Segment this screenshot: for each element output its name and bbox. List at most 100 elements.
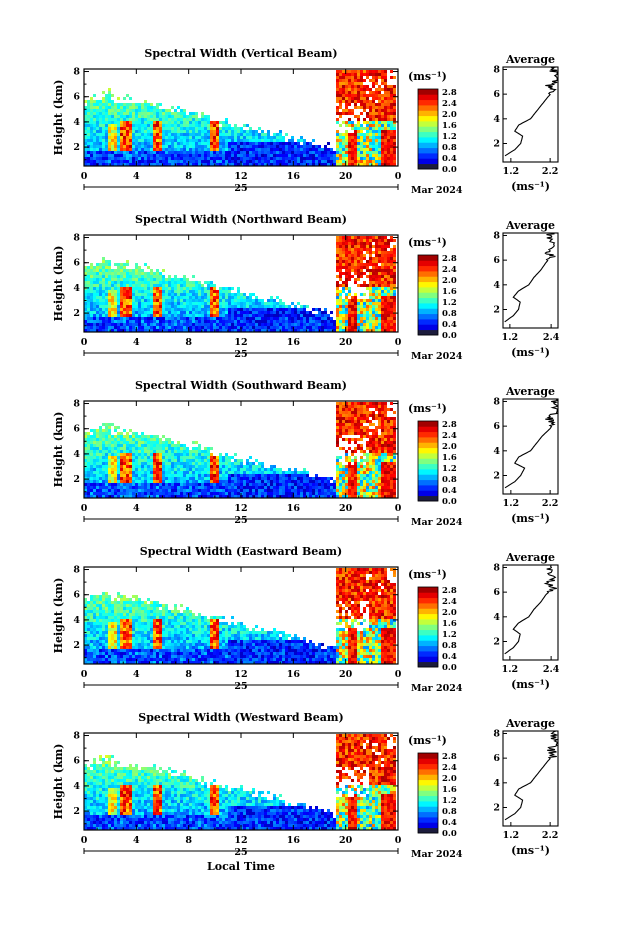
y-tick-label: 8 bbox=[73, 565, 80, 576]
average-y-tick-label: 6 bbox=[493, 255, 500, 266]
x-tick-label: 0 bbox=[395, 835, 402, 846]
average-y-tick-label: 8 bbox=[493, 728, 500, 739]
colorbar-tick-label: 0.0 bbox=[442, 663, 457, 673]
month-label: Mar 2024 bbox=[411, 849, 463, 860]
colorbar-tick-label: 1.2 bbox=[442, 132, 457, 142]
colorbar-segment bbox=[418, 131, 438, 138]
average-x-tick-label: 1.2 bbox=[502, 332, 519, 343]
average-x-tick-label: 2.4 bbox=[543, 664, 560, 675]
colorbar-segment bbox=[418, 790, 438, 797]
colorbar-tick-label: 2.0 bbox=[442, 774, 457, 784]
day-label: 25 bbox=[234, 183, 247, 194]
month-label: Mar 2024 bbox=[411, 683, 463, 694]
average-profile-line bbox=[504, 398, 559, 489]
x-tick-label: 4 bbox=[133, 337, 140, 348]
average-frame bbox=[502, 232, 559, 329]
colorbar-segment bbox=[418, 110, 438, 117]
colorbar-tick-label: 2.0 bbox=[442, 110, 457, 120]
colorbar-segment bbox=[418, 827, 438, 834]
colorbar: (ms⁻¹) 0.00.40.81.21.62.02.42.8 bbox=[408, 402, 457, 507]
average-profile-line bbox=[504, 730, 559, 821]
colorbar-segment bbox=[418, 774, 438, 781]
average-x-tick-label: 1.2 bbox=[503, 498, 520, 509]
colorbar-segment bbox=[418, 795, 438, 802]
colorbar-segment bbox=[418, 158, 438, 165]
colorbar-segment bbox=[418, 329, 438, 336]
colorbar-segment bbox=[418, 276, 438, 283]
colorbar-tick-label: 2.4 bbox=[442, 431, 457, 441]
y-tick-label: 2 bbox=[73, 806, 80, 817]
colorbar-segment bbox=[418, 822, 438, 829]
colorbar-segment bbox=[418, 287, 438, 293]
colorbar-segment bbox=[418, 297, 438, 304]
colorbar-segment bbox=[418, 324, 438, 331]
average-profile-line bbox=[504, 66, 558, 157]
colorbar-segment bbox=[418, 94, 438, 101]
colorbar-segment bbox=[418, 426, 438, 433]
colorbar-segment bbox=[418, 629, 438, 636]
x-tick-label: 12 bbox=[234, 337, 247, 348]
colorbar-segment bbox=[418, 619, 438, 625]
y-tick-label: 6 bbox=[73, 424, 80, 435]
colorbar-segment bbox=[418, 469, 438, 475]
colorbar-frame bbox=[417, 752, 439, 834]
colorbar-segment bbox=[418, 758, 438, 765]
colorbar-segment bbox=[418, 153, 438, 159]
colorbar-segment bbox=[418, 421, 438, 427]
colorbar-tick-label: 0.4 bbox=[442, 320, 457, 330]
colorbar-segment bbox=[418, 458, 438, 465]
average-y-tick-label: 2 bbox=[493, 802, 500, 813]
x-tick-label: 20 bbox=[339, 171, 353, 182]
colorbar-tick-label: 2.8 bbox=[442, 752, 457, 762]
colorbar-tick-label: 1.6 bbox=[442, 619, 457, 629]
average-title: Average bbox=[505, 551, 555, 564]
average-profile-line bbox=[504, 564, 557, 655]
panel-title: Spectral Width (Vertical Beam) bbox=[144, 47, 337, 60]
average-title: Average bbox=[505, 53, 555, 66]
colorbar-segment bbox=[418, 763, 438, 770]
colorbar-tick-label: 2.8 bbox=[442, 88, 457, 98]
colorbar-segment bbox=[418, 463, 438, 470]
average-y-tick-label: 8 bbox=[493, 396, 500, 407]
average-y-tick-label: 8 bbox=[493, 64, 500, 75]
colorbar-segment bbox=[418, 115, 438, 122]
colorbar: (ms⁻¹) 0.00.40.81.21.62.02.42.8 bbox=[408, 70, 457, 175]
average-x-tick-label: 2.2 bbox=[542, 498, 559, 509]
colorbar-segment bbox=[418, 147, 438, 154]
day-label: 25 bbox=[234, 349, 247, 360]
colorbar-tick-label: 0.4 bbox=[442, 652, 457, 662]
average-profile-line bbox=[504, 232, 556, 323]
colorbar-segment bbox=[418, 260, 438, 267]
month-label: Mar 2024 bbox=[411, 351, 463, 362]
colorbar-segment bbox=[418, 292, 438, 299]
colorbar-unit: (ms⁻¹) bbox=[408, 734, 447, 747]
colorbar-segment bbox=[418, 255, 438, 261]
colorbar-segment bbox=[418, 651, 438, 657]
y-axis-label: Height (km) bbox=[52, 246, 65, 322]
colorbar-segment bbox=[418, 303, 438, 309]
colorbar-segment bbox=[418, 603, 438, 609]
y-tick-label: 8 bbox=[73, 731, 80, 742]
colorbar-segment bbox=[418, 753, 438, 759]
colorbar-unit: (ms⁻¹) bbox=[408, 402, 447, 415]
average-y-tick-label: 6 bbox=[493, 89, 500, 100]
colorbar-frame bbox=[417, 254, 439, 336]
x-tick-label: 12 bbox=[234, 503, 247, 514]
y-tick-label: 4 bbox=[73, 283, 80, 294]
colorbar-segment bbox=[418, 89, 438, 95]
average-y-tick-label: 2 bbox=[493, 138, 500, 149]
y-axis-label: Height (km) bbox=[52, 80, 65, 156]
colorbar-segment bbox=[418, 265, 438, 272]
x-tick-label: 12 bbox=[234, 171, 247, 182]
colorbar-tick-label: 0.4 bbox=[442, 486, 457, 496]
colorbar-tick-label: 1.2 bbox=[442, 796, 457, 806]
colorbar-tick-label: 0.0 bbox=[442, 331, 457, 341]
colorbar-tick-label: 2.0 bbox=[442, 276, 457, 286]
x-tick-label: 16 bbox=[287, 171, 301, 182]
average-y-tick-label: 6 bbox=[493, 421, 500, 432]
month-label: Mar 2024 bbox=[411, 185, 463, 196]
colorbar-segment bbox=[418, 613, 438, 620]
day-label: 25 bbox=[234, 515, 247, 526]
average-y-tick-label: 2 bbox=[493, 304, 500, 315]
